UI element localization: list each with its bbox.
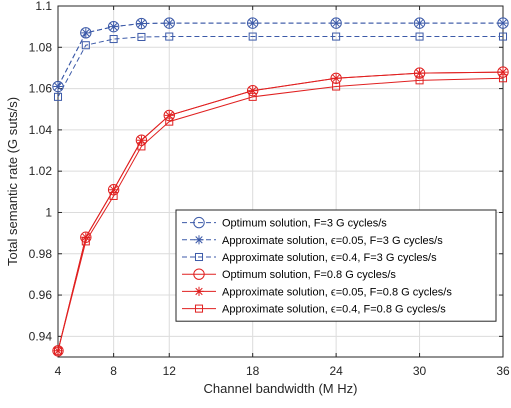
- data-point: [414, 68, 425, 78]
- data-point: [498, 32, 508, 41]
- x-tick-label: 4: [55, 364, 62, 378]
- data-point: [164, 110, 174, 121]
- legend-marker: [194, 235, 204, 245]
- y-tick-label: 1.04: [29, 123, 53, 137]
- series-layer: [52, 17, 509, 357]
- data-point: [81, 232, 91, 242]
- data-point: [498, 74, 508, 83]
- data-point: [498, 18, 508, 28]
- data-point: [52, 345, 64, 357]
- legend-entry: Approximate solution, ϵ=0.4, F=3 G cycle…: [182, 252, 437, 264]
- legend-label: Optimum solution, F=0.8 G cycles/s: [222, 269, 396, 281]
- y-tick-label: 1.08: [29, 40, 53, 54]
- data-point: [81, 41, 90, 50]
- x-tick-label: 12: [163, 364, 177, 378]
- legend-entry: Approximate solution, ϵ=0.05, F=3 G cycl…: [182, 235, 443, 247]
- data-point: [165, 32, 174, 41]
- data-point: [331, 18, 341, 28]
- series-3: [53, 32, 508, 101]
- data-point: [81, 237, 90, 246]
- series-line: [57, 22, 503, 87]
- y-tick-label: 0.94: [29, 329, 53, 343]
- data-point: [248, 18, 258, 28]
- legend-marker: [194, 304, 204, 313]
- x-axis-label: Channel bandwidth (M Hz): [204, 381, 358, 396]
- x-tick-label: 24: [329, 364, 343, 378]
- series-5: [53, 67, 508, 356]
- grid: [57, 5, 504, 357]
- data-point: [53, 92, 63, 101]
- series-line: [57, 77, 504, 351]
- data-point: [498, 67, 508, 77]
- data-point: [248, 86, 258, 96]
- data-point: [165, 117, 174, 126]
- y-tick-label: 0.98: [29, 247, 53, 261]
- legend-label: Approximate solution, ϵ=0.05, F=0.8 G cy…: [222, 286, 452, 298]
- data-point: [109, 191, 118, 200]
- y-tick-label: 1: [45, 205, 52, 219]
- legend-marker: [193, 216, 205, 229]
- data-point: [331, 73, 341, 83]
- plot-area-frame: [57, 5, 504, 358]
- data-point: [81, 28, 91, 38]
- series-1: [52, 17, 509, 93]
- data-point: [415, 76, 424, 85]
- data-point: [53, 346, 63, 356]
- data-point: [107, 20, 120, 33]
- x-tick-label: 8: [110, 364, 117, 378]
- data-point: [136, 135, 147, 145]
- data-point: [248, 92, 257, 101]
- legend-marker: [194, 252, 204, 262]
- series-6: [53, 74, 508, 355]
- series-2: [53, 18, 508, 92]
- x-tick-label: 36: [496, 364, 510, 378]
- data-point: [332, 32, 341, 41]
- legend-marker: [194, 286, 204, 296]
- data-point: [137, 32, 146, 41]
- data-point: [137, 142, 146, 151]
- legend-marker: [193, 268, 205, 280]
- x-tick-label: 30: [413, 364, 427, 378]
- series-line: [57, 22, 503, 87]
- legend-label: Optimum solution, F=3 G cycles/s: [222, 218, 387, 230]
- data-point: [53, 346, 63, 355]
- x-tick-label: 18: [246, 364, 260, 378]
- legend-entry: Approximate solution, ϵ=0.05, F=0.8 G cy…: [182, 286, 452, 298]
- legend-label: Approximate solution, ϵ=0.05, F=3 G cycl…: [222, 235, 443, 247]
- data-point: [109, 185, 119, 195]
- data-point: [136, 18, 147, 29]
- data-point: [163, 109, 175, 122]
- data-point: [53, 81, 63, 92]
- data-point: [109, 35, 118, 44]
- legend-entry: Approximate solution, ϵ=0.4, F=0.8 G cyc…: [182, 304, 446, 316]
- data-point: [332, 82, 341, 91]
- y-tick-label: 1.02: [29, 164, 53, 178]
- data-point: [415, 32, 424, 41]
- data-point: [109, 22, 119, 32]
- data-point: [246, 84, 259, 97]
- legend: Optimum solution, F=3 G cycles/s Approxim…: [175, 209, 497, 322]
- legend-entry: Optimum solution, F=3 G cycles/s: [182, 216, 387, 230]
- series-line: [57, 36, 503, 98]
- legend-entry: Optimum solution, F=0.8 G cycles/s: [182, 268, 396, 281]
- axis-ticks: 4 8 12 18 24 30 36 0.94 0.96 0.98 1 1.02 1.04 1.06 1.0…: [29, 0, 510, 378]
- y-axis-label: Total semantic rate (G suts/s): [5, 97, 20, 266]
- data-point: [80, 27, 92, 39]
- data-point: [164, 18, 174, 28]
- legend-label: Approximate solution, ϵ=0.4, F=3 G cycle…: [222, 252, 437, 264]
- data-point: [135, 134, 148, 146]
- legend-box: [175, 209, 497, 322]
- y-tick-label: 1.1: [35, 0, 52, 13]
- legend-label: Approximate solution, ϵ=0.4, F=0.8 G cyc…: [222, 304, 446, 316]
- data-point: [414, 18, 425, 28]
- y-tick-label: 1.06: [29, 82, 53, 96]
- y-tick-label: 0.96: [29, 288, 53, 302]
- data-point: [248, 32, 257, 41]
